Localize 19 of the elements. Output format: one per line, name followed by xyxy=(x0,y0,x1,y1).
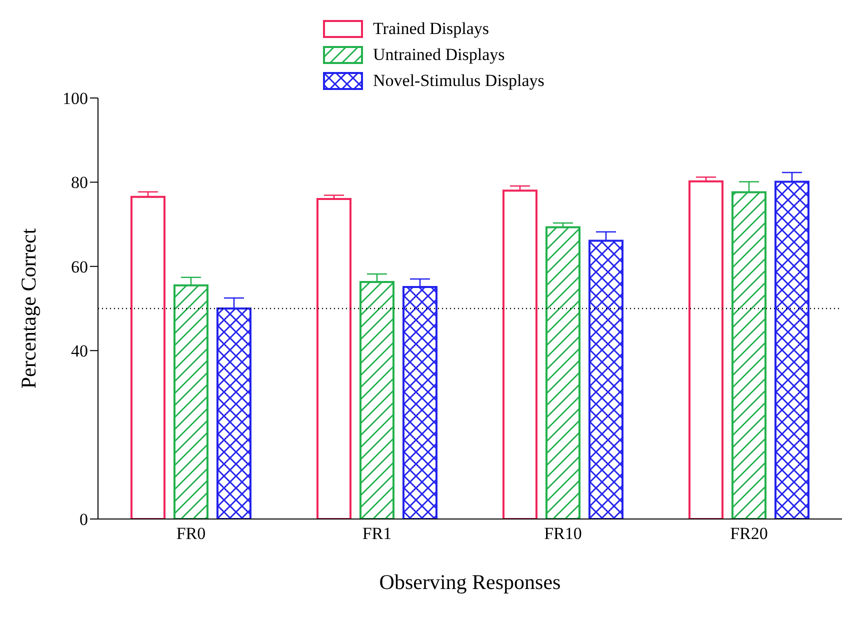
x-tick-label: FR0 xyxy=(176,524,206,544)
y-tick-label: 60 xyxy=(71,257,88,276)
bar xyxy=(502,190,538,519)
y-axis-title: Percentage Correct xyxy=(16,228,40,389)
x-tick-label: FR10 xyxy=(544,524,582,544)
x-tick-label: FR1 xyxy=(362,524,392,544)
legend-label: Untrained Displays xyxy=(373,44,505,66)
legend-label: Novel-Stimulus Displays xyxy=(373,70,544,92)
y-tick-label: 100 xyxy=(62,89,88,108)
y-tick-label: 0 xyxy=(80,510,88,530)
legend-label: Trained Displays xyxy=(373,18,490,40)
bar xyxy=(688,180,724,519)
x-axis-title: Observing Responses xyxy=(379,570,561,594)
bar xyxy=(316,198,352,519)
y-tick-label: 40 xyxy=(71,342,88,361)
bar xyxy=(545,226,580,519)
y-tick-label: 80 xyxy=(71,173,88,192)
bar xyxy=(130,196,166,519)
x-tick-label: FR20 xyxy=(730,524,768,544)
